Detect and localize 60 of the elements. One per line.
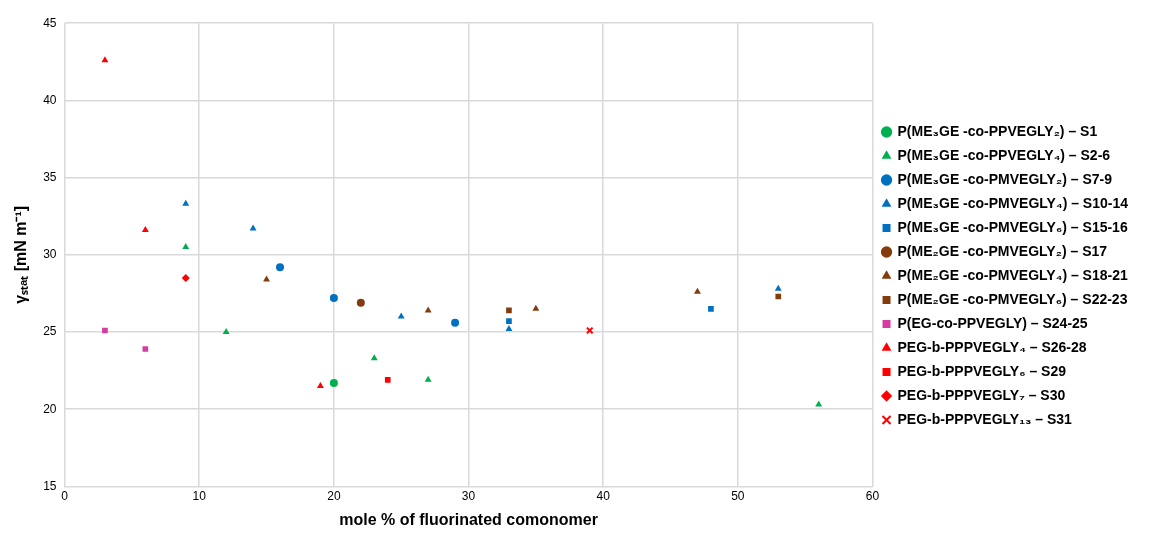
point bbox=[370, 354, 378, 361]
y-tick-label: 25 bbox=[43, 324, 57, 339]
legend-label: P(ME₃GE -co-PMVEGLY₄) – S10-14 bbox=[897, 194, 1129, 211]
point bbox=[424, 306, 432, 313]
y-tick-label: 40 bbox=[43, 92, 57, 107]
point bbox=[356, 298, 365, 307]
legend-label: P(ME₃GE -co-PMVEGLY₂) – S7-9 bbox=[897, 170, 1113, 187]
point bbox=[775, 293, 782, 300]
y-tick-label: 30 bbox=[43, 247, 57, 262]
y-tick-label: 20 bbox=[43, 401, 57, 416]
y-axis-title: γₛₜₐₜ [mN m⁻¹] bbox=[12, 205, 30, 304]
legend-label: PEG-b-PPPVEGLY₁₃ – S31 bbox=[897, 410, 1073, 427]
point bbox=[249, 224, 257, 231]
point bbox=[276, 263, 285, 272]
point bbox=[774, 284, 782, 291]
x-tick-label: 10 bbox=[192, 488, 207, 503]
legend-label: P(ME₃GE -co-PMVEGLY₆) – S15-16 bbox=[897, 218, 1128, 235]
legend-label: P(ME₃GE -co-PPVEGLY₄) – S2-6 bbox=[897, 146, 1111, 163]
legend-label: P(ME₂GE -co-PMVEGLY₆) – S22-23 bbox=[897, 290, 1128, 307]
point bbox=[708, 306, 714, 312]
point bbox=[182, 199, 190, 206]
point bbox=[506, 307, 512, 314]
point bbox=[316, 382, 324, 389]
point bbox=[329, 378, 338, 387]
legend-label: P(EG-co-PPVEGLY) – S24-25 bbox=[897, 314, 1088, 331]
x-axis-title: mole % of fluorinated comonomer bbox=[339, 510, 598, 528]
point bbox=[532, 304, 540, 311]
legend-label: PEG-b-PPPVEGLY₆ – S29 bbox=[897, 362, 1067, 379]
point bbox=[102, 327, 108, 334]
x-tick-label: 60 bbox=[865, 488, 880, 503]
x-tick-label: 20 bbox=[327, 488, 341, 503]
legend-label: P(ME₃GE -co-PPVEGLY₂) – S1 bbox=[897, 122, 1098, 139]
point bbox=[397, 312, 405, 319]
y-tick-label: 35 bbox=[43, 169, 57, 184]
point bbox=[181, 273, 190, 282]
point bbox=[384, 377, 391, 383]
point bbox=[101, 56, 109, 63]
legend-label: PEG-b-PPPVEGLY₄ – S26-28 bbox=[897, 338, 1087, 355]
y-tick-label: 45 bbox=[43, 15, 57, 30]
point bbox=[263, 275, 271, 282]
y-tick-label: 15 bbox=[43, 478, 57, 493]
point bbox=[815, 400, 823, 407]
legend-label: PEG-b-PPPVEGLY₇ – S30 bbox=[897, 386, 1066, 403]
legend-label: P(ME₂GE -co-PMVEGLY₂) – S17 bbox=[897, 242, 1108, 259]
point bbox=[451, 318, 460, 327]
x-tick-label: 40 bbox=[596, 488, 611, 503]
x-tick-label: 0 bbox=[61, 488, 69, 503]
point bbox=[694, 287, 701, 294]
point bbox=[585, 326, 594, 335]
point bbox=[182, 243, 190, 250]
point bbox=[142, 346, 149, 352]
legend-label: P(ME₂GE -co-PMVEGLY₄) – S18-21 bbox=[897, 266, 1128, 283]
x-tick-label: 30 bbox=[461, 488, 476, 503]
point bbox=[141, 226, 149, 233]
point bbox=[505, 324, 513, 331]
point bbox=[222, 328, 230, 334]
point bbox=[424, 375, 432, 382]
x-tick-label: 50 bbox=[731, 488, 745, 503]
point bbox=[329, 294, 338, 303]
point bbox=[506, 318, 512, 325]
